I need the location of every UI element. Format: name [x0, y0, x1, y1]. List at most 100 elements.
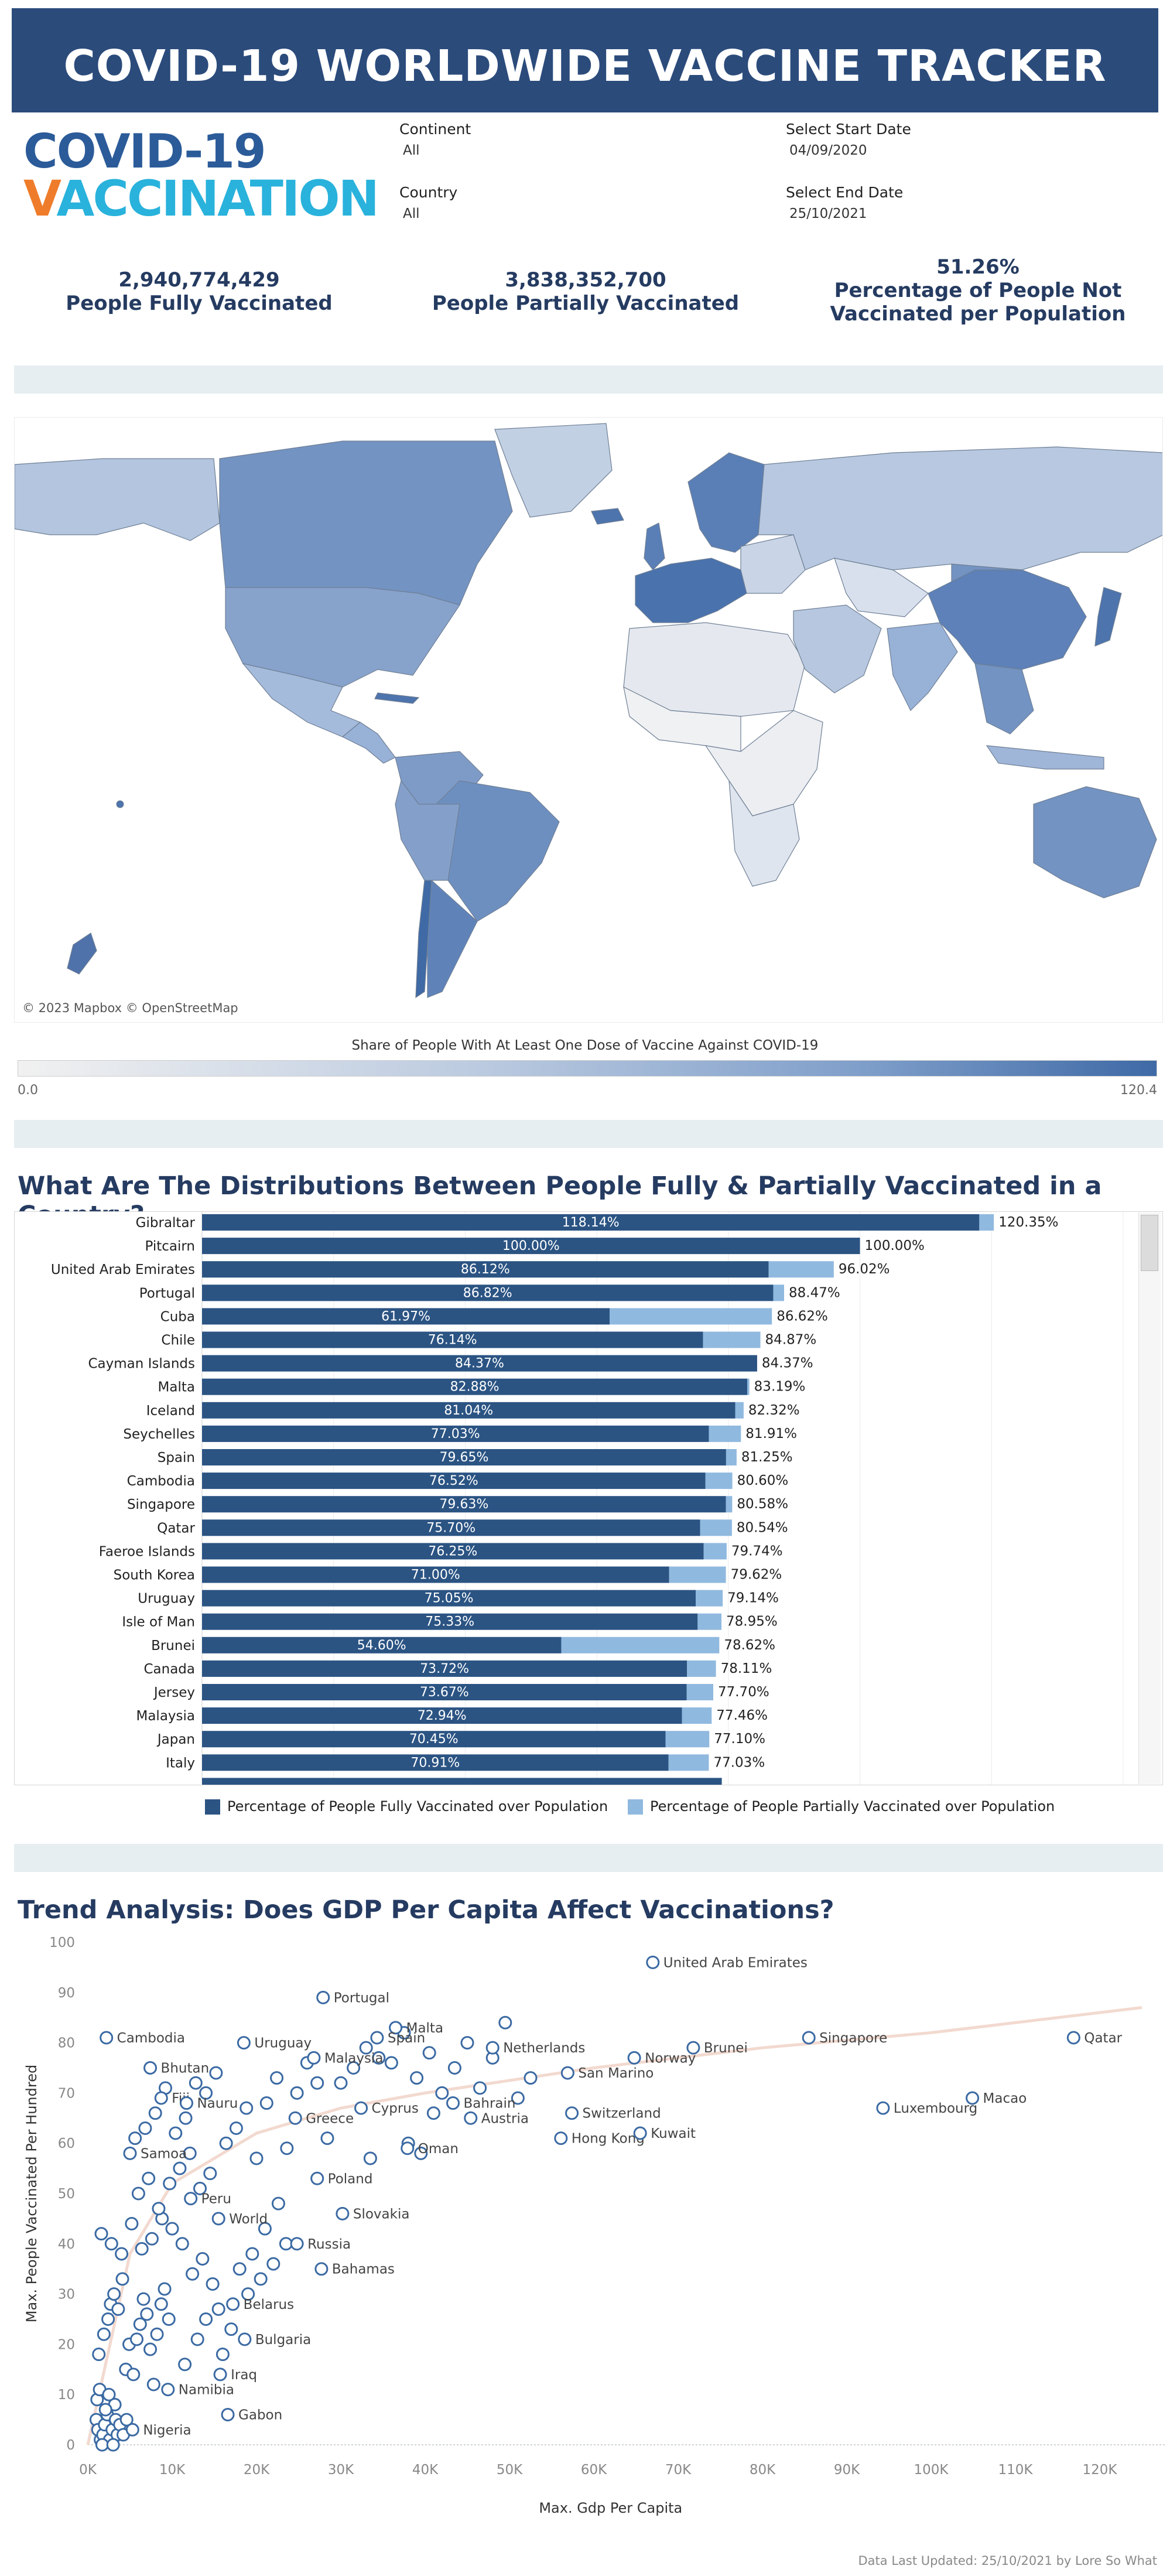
start-date-input[interactable]: 04/09/2020: [789, 143, 867, 158]
kpi-not-value: 51.26%: [936, 255, 1020, 279]
map-middle-east[interactable]: [793, 604, 882, 693]
scatter-point-label: Gabon: [238, 2408, 282, 2423]
map-cuba[interactable]: [374, 692, 420, 704]
bar-fully-label: 79.65%: [440, 1450, 489, 1465]
continent-filter-label: Continent: [399, 121, 471, 138]
scatter-point: [226, 2297, 240, 2311]
bar-fully: [202, 1519, 700, 1536]
bar-fully-label: 75.70%: [426, 1521, 475, 1535]
y-tick-label: 100: [49, 1935, 75, 1950]
map-alaska[interactable]: [15, 458, 220, 541]
scatter-point: [148, 2106, 162, 2120]
scatter-point: [524, 2071, 538, 2085]
scatter-point: [123, 2146, 137, 2160]
map-canada[interactable]: [219, 440, 513, 606]
scatter-point: [136, 2292, 150, 2306]
scatter-point: [370, 2031, 384, 2045]
y-tick-label: 90: [58, 1986, 75, 2001]
x-tick-label: 120K: [1083, 2462, 1118, 2478]
bar-partial: [669, 1566, 726, 1583]
scatter-point: [1066, 2031, 1080, 2045]
scatter-point-label: Bahrain: [464, 2096, 516, 2112]
scatter-point-label: Namibia: [179, 2383, 234, 2398]
end-date-input[interactable]: 25/10/2021: [789, 206, 867, 221]
map-japan-korea[interactable]: [1094, 587, 1122, 647]
scatter-point: [237, 2036, 251, 2050]
scatter-point: [316, 1990, 330, 2004]
bar-total-label: 96.02%: [839, 1262, 890, 1277]
scatter-point-label: Cyprus: [372, 2101, 419, 2116]
scatter-point: [145, 2232, 159, 2246]
bar-fully: [202, 1660, 687, 1677]
bar-fully: [202, 1331, 703, 1348]
map-scandinavia[interactable]: [687, 452, 765, 553]
bar-total-label: 77.10%: [714, 1731, 765, 1747]
world-map[interactable]: [14, 417, 1163, 1023]
bar-fully-label: 118.14%: [562, 1215, 620, 1230]
bar-fully: [202, 1261, 769, 1278]
scatter-point: [876, 2101, 890, 2115]
continent-filter[interactable]: All: [403, 143, 420, 158]
bar-fully-label: 71.00%: [411, 1568, 460, 1583]
scatter-point: [179, 2111, 193, 2125]
scatter-point-label: Russia: [307, 2237, 351, 2252]
bar-fully-label: 76.52%: [429, 1474, 478, 1488]
map-argentina[interactable]: [427, 879, 478, 998]
scatter-point: [347, 2061, 361, 2075]
bar-category-label: Chile: [161, 1333, 195, 1348]
scatter-point: [215, 2348, 230, 2362]
map-usa[interactable]: [225, 587, 460, 688]
map-central-asia[interactable]: [834, 558, 929, 617]
x-tick-label: 90K: [834, 2462, 860, 2478]
bar-partial: [735, 1402, 744, 1419]
map-southeast-asia[interactable]: [974, 663, 1034, 734]
map-uk[interactable]: [644, 522, 665, 570]
map-mongolia[interactable]: [951, 563, 1022, 582]
scatter-point: [142, 2171, 156, 2185]
scatter-point: [249, 2151, 264, 2165]
scatter-point-label: Norway: [645, 2051, 696, 2066]
map-iceland[interactable]: [591, 508, 624, 525]
bar-fully: [202, 1308, 610, 1325]
scatter-point: [125, 2216, 139, 2230]
scatter-section-title: Trend Analysis: Does GDP Per Capita Affe…: [18, 1895, 834, 1925]
map-southern-africa[interactable]: [728, 780, 800, 887]
bar-fully: [202, 1378, 748, 1395]
scatter-point: [372, 2051, 386, 2065]
bar-fully-label: 77.03%: [431, 1427, 480, 1441]
bar-fully-label: 73.67%: [420, 1685, 469, 1700]
scrollbar-thumb[interactable]: [1141, 1215, 1158, 1271]
scatter-point: [206, 2277, 220, 2291]
map-australia[interactable]: [1033, 786, 1157, 898]
bar-fully-label: 79.63%: [439, 1497, 488, 1512]
bar-category-label: Brunei: [151, 1638, 195, 1653]
scatter-point: [473, 2081, 487, 2095]
map-western-europe[interactable]: [635, 558, 747, 623]
scatter-point: [125, 2423, 139, 2437]
stacked-bar-chart[interactable]: Gibraltar 118.14% 120.35% Pitcairn 100.00% 10…: [14, 1211, 1163, 1785]
map-island-dot[interactable]: [116, 800, 124, 808]
scatter-point-label: Switzerland: [583, 2106, 661, 2121]
scatter-chart-svg[interactable]: 0 10 20 30 40 50 60 70 80 90 100 0K 10K 20K 30K 40K 50K 6…: [0, 1904, 1170, 2548]
scatter-point: [232, 2262, 247, 2276]
scatter-point: [314, 2262, 329, 2276]
scatter-point: [193, 2181, 207, 2195]
country-filter[interactable]: All: [403, 206, 420, 221]
scatter-point: [196, 2252, 210, 2266]
bar-category-label: United Arab Emirates: [51, 1262, 195, 1277]
map-new-zealand[interactable]: [67, 932, 97, 975]
scatter-point: [279, 2237, 293, 2251]
map-russia[interactable]: [758, 446, 1163, 570]
bar-total-label: 82.32%: [748, 1403, 800, 1418]
map-indonesia[interactable]: [986, 745, 1104, 770]
scatter-point-label: Spain: [388, 2031, 425, 2046]
scatter-point: [389, 2021, 403, 2035]
map-greenland[interactable]: [494, 423, 613, 518]
bar-chart-scrollbar[interactable]: [1138, 1212, 1161, 1784]
x-tick-label: 60K: [581, 2462, 607, 2478]
map-peru-bolivia[interactable]: [395, 780, 460, 881]
scatter-point: [106, 2438, 120, 2452]
bar-partial: [979, 1214, 994, 1231]
scatter-point: [646, 1955, 660, 1969]
scatter-point: [229, 2121, 243, 2135]
